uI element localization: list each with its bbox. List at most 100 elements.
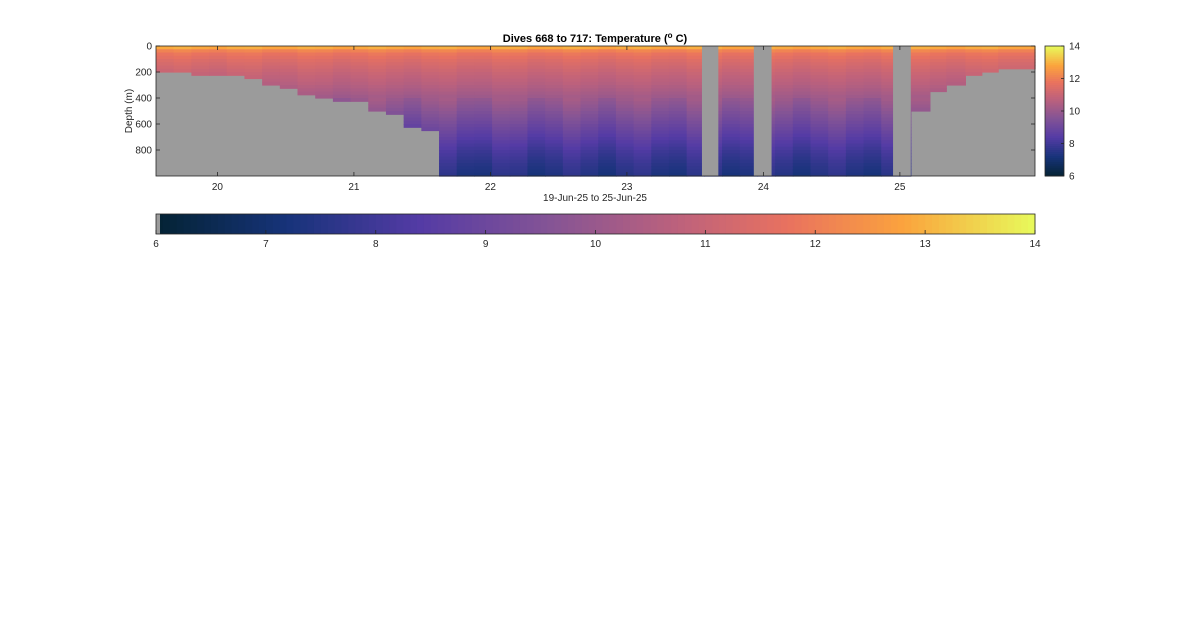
heatmap-cell [981, 49, 999, 54]
heatmap-cell [615, 153, 635, 158]
heatmap-cell [580, 156, 599, 161]
heatmap-cell [881, 159, 900, 164]
heatmap-cell [173, 62, 192, 67]
heatmap-cell [562, 166, 582, 171]
heatmap-cell [810, 150, 829, 154]
heatmap-cell [739, 111, 759, 115]
heatmap-cell [739, 159, 759, 164]
heatmap-cell [929, 49, 947, 54]
heatmap-cell [350, 75, 369, 80]
heatmap-cell [633, 81, 652, 86]
heatmap-cell [722, 78, 741, 83]
heatmap-cell [315, 46, 334, 50]
heatmap-cell [828, 94, 847, 99]
heatmap-cell [810, 159, 829, 164]
heatmap-cell [403, 107, 422, 112]
colorbar-swatch [725, 214, 734, 234]
heatmap-cell [739, 78, 759, 83]
heatmap-cell [881, 68, 900, 73]
heatmap-cell [633, 49, 652, 54]
heatmap-cell [474, 107, 493, 112]
heatmap-cell [332, 68, 352, 73]
heatmap-cells [156, 46, 1036, 177]
heatmap-cell [332, 59, 352, 63]
heatmap-cell [722, 156, 741, 161]
heatmap-cell [722, 117, 741, 122]
heatmap-cell [651, 117, 670, 122]
heatmap-cell [775, 140, 794, 145]
heatmap-cell [668, 146, 688, 151]
heatmap-cell [492, 98, 511, 102]
heatmap-cell [439, 133, 458, 138]
heatmap-cell [580, 94, 599, 99]
heatmap-cell [686, 52, 705, 57]
heatmap-cell [368, 59, 387, 63]
heatmap-cell [775, 130, 794, 135]
colorbar-swatch [1045, 159, 1064, 163]
heatmap-cell [403, 59, 422, 63]
heatmap-cell [439, 68, 458, 73]
heatmap-cell [474, 172, 493, 177]
heatmap-cell [509, 143, 529, 148]
colorbar-swatch [1045, 121, 1064, 124]
heatmap-cell [598, 104, 617, 109]
heatmap-cell [910, 107, 931, 112]
heatmap-cell [810, 107, 829, 112]
heatmap-cell [722, 81, 741, 86]
heatmap-cell [668, 68, 688, 73]
colorbar-swatch [499, 214, 507, 234]
heatmap-cell [403, 120, 422, 125]
heatmap-cell [439, 52, 458, 57]
colorbar-swatch [1045, 62, 1064, 65]
heatmap-cell [492, 153, 511, 158]
heatmap-cell [580, 52, 599, 57]
heatmap-cell [651, 52, 670, 57]
heatmap-cell [297, 91, 316, 96]
colorbar-swatch [1045, 125, 1064, 128]
heatmap-cell [810, 68, 829, 73]
heatmap-cell [810, 91, 829, 96]
heatmap-cell [633, 137, 652, 141]
heatmap-cell [315, 81, 334, 86]
heatmap-cell [226, 52, 246, 57]
heatmap-cell [580, 62, 599, 67]
heatmap-cell [686, 55, 705, 60]
heatmap-cell [279, 46, 299, 50]
heatmap-cell [403, 91, 422, 96]
heatmap-cell [545, 172, 564, 177]
heatmap-cell [810, 127, 829, 132]
heatmap-cell [810, 133, 829, 138]
heatmap-cell [668, 88, 688, 93]
heatmap-cell [580, 120, 599, 125]
heatmap-cell [562, 130, 582, 135]
heatmap-cell [368, 85, 387, 89]
horizontal-colorbar-ticks: 6 7 8 9 10 11 12 13 14 [153, 230, 1041, 250]
heatmap-cell [722, 107, 741, 112]
heatmap-cell [722, 46, 741, 50]
colorbar-swatch [698, 214, 706, 234]
colorbar-swatch [629, 214, 638, 234]
heatmap-cell [527, 140, 546, 145]
heatmap-cell [845, 81, 865, 86]
heatmap-cell [527, 75, 546, 80]
heatmap-cell [668, 159, 688, 164]
heatmap-cell [456, 62, 476, 67]
heatmap-cell [615, 133, 635, 138]
heatmap-cell [527, 133, 546, 138]
heatmap-cell [722, 143, 741, 148]
heatmap-cell [881, 101, 900, 106]
colorbar-swatch [217, 214, 226, 234]
heatmap-cell [881, 169, 900, 174]
heatmap-cell [881, 55, 900, 60]
heatmap-cell [863, 62, 882, 67]
heatmap-cell [965, 52, 983, 57]
heatmap-cell [828, 146, 847, 151]
heatmap-cell [810, 55, 829, 60]
heatmap-cell [651, 68, 670, 73]
heatmap-cell [739, 81, 759, 86]
heatmap-cell [421, 78, 440, 83]
heatmap-cell [279, 78, 299, 83]
colorbar-swatch [609, 214, 617, 234]
colorbar-swatch [643, 214, 651, 234]
heatmap-cell [279, 81, 299, 86]
